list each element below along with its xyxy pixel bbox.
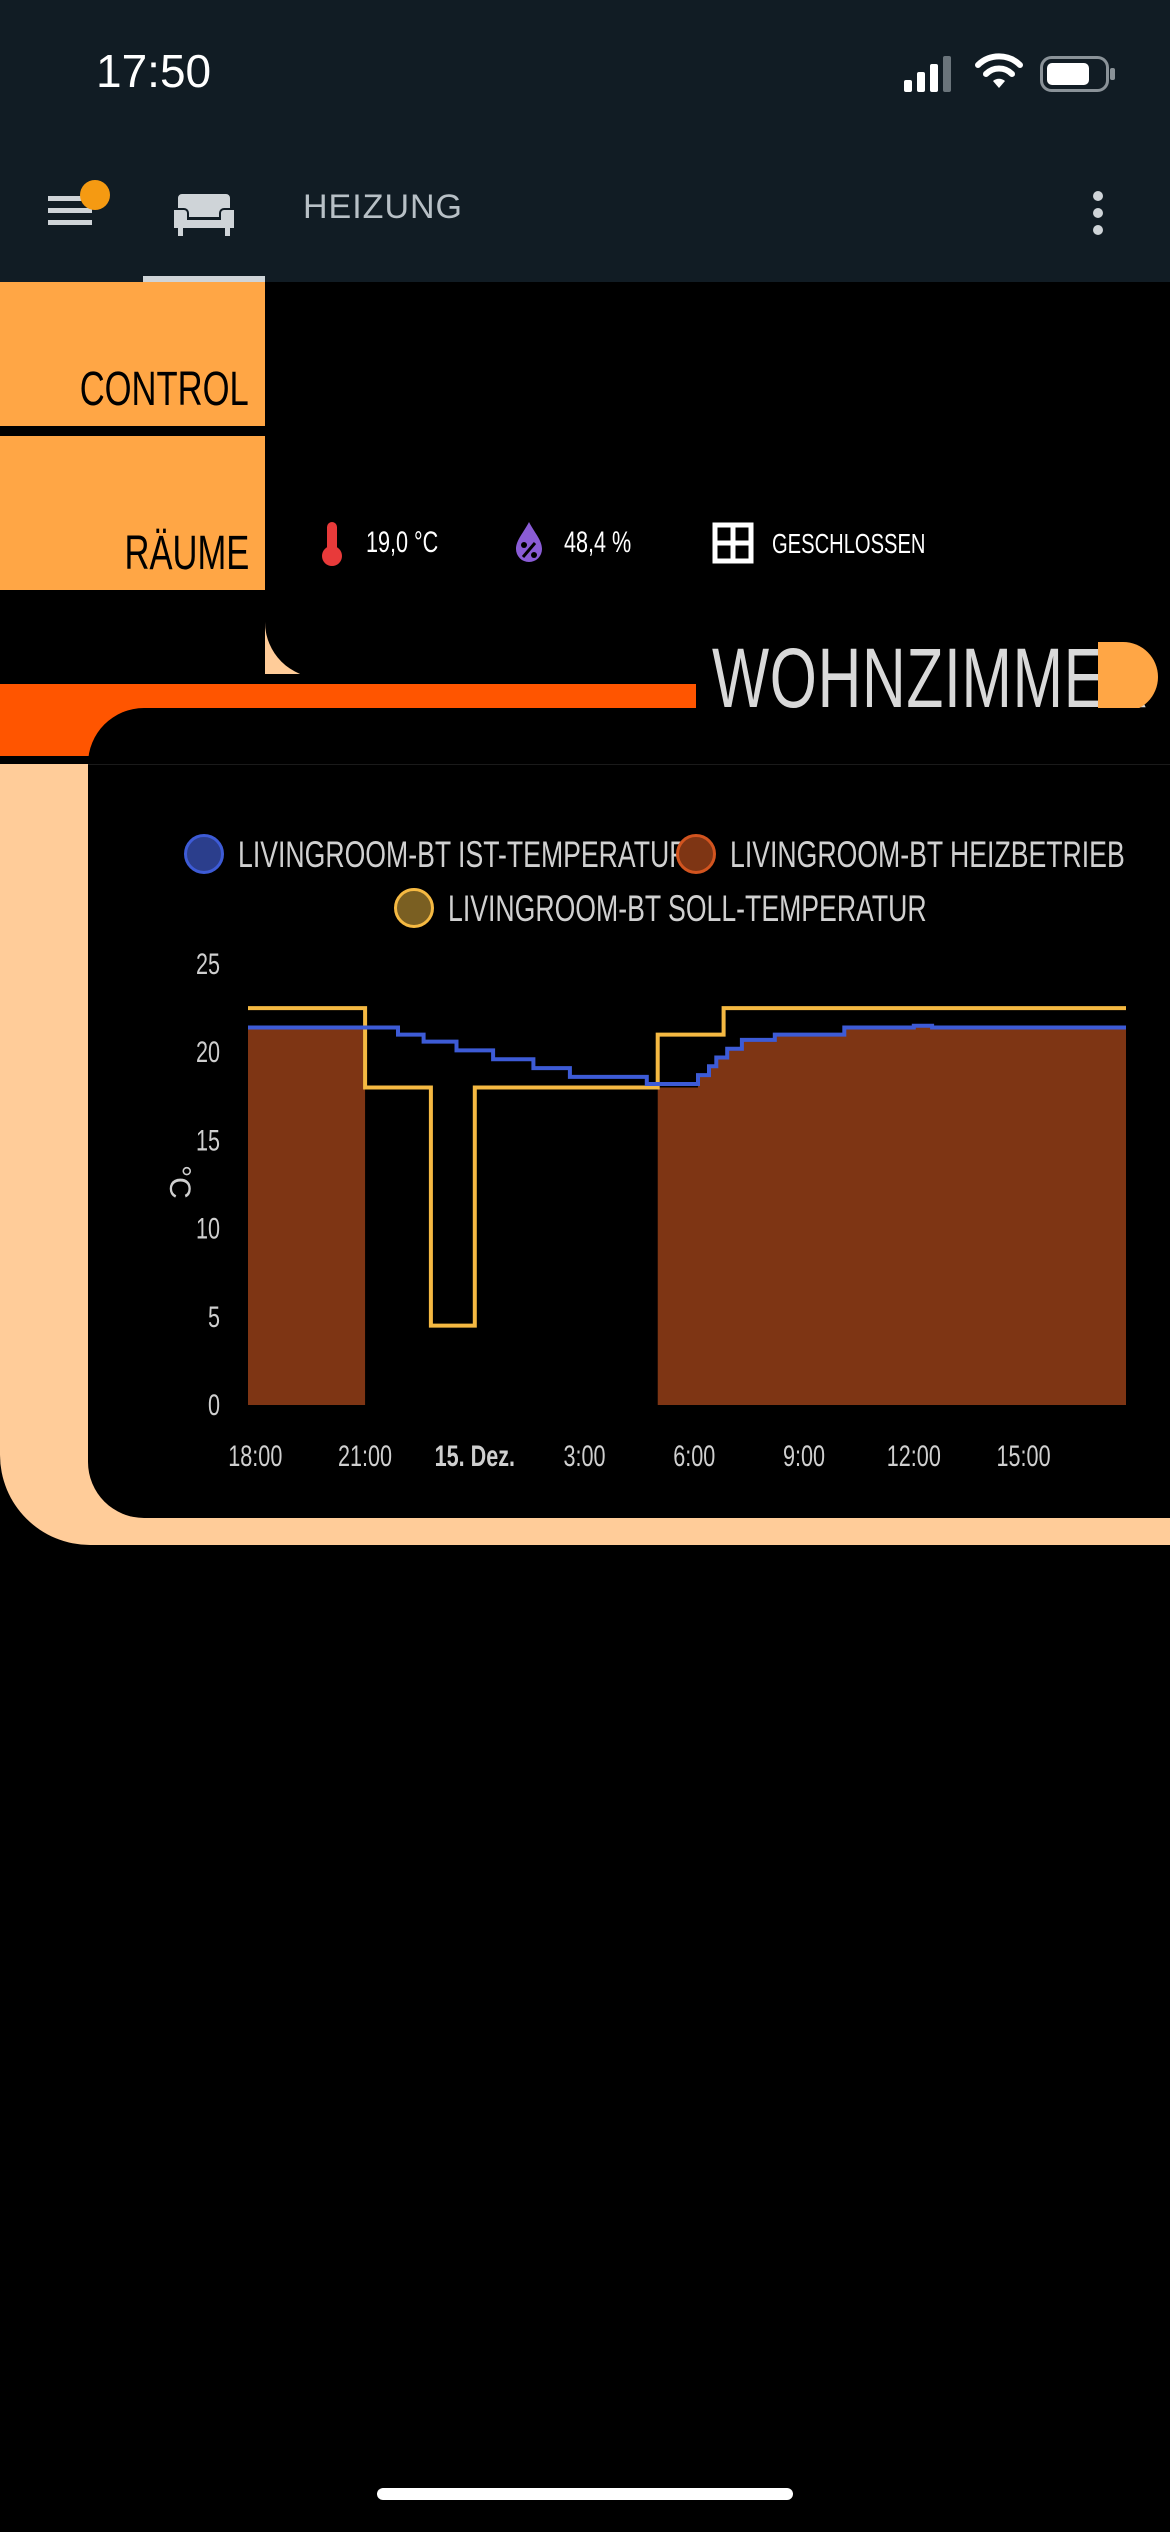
- temperature-value: 19,0 °C: [366, 526, 439, 559]
- x-tick-label: 21:00: [338, 1438, 392, 1472]
- hamburger-icon: [48, 196, 92, 225]
- menu-button[interactable]: [40, 180, 110, 250]
- y-tick-label: 20: [196, 1035, 220, 1069]
- more-vertical-icon: [1093, 191, 1103, 235]
- heating-area-block: [657, 1025, 1126, 1405]
- x-tick-label: 15. Dez.: [435, 1438, 515, 1472]
- legend-label-ist[interactable]: LIVINGROOM-BT IST-TEMPERATUR: [238, 834, 689, 875]
- rooms-label: RÄUME: [124, 527, 249, 580]
- room-title-cap: [1098, 642, 1158, 712]
- thermometer-icon: [322, 522, 342, 566]
- control-label: CONTROL: [80, 363, 249, 416]
- battery-icon: [1040, 56, 1115, 92]
- y-tick-label: 0: [208, 1387, 220, 1421]
- sofa-icon: [174, 194, 234, 236]
- water-percent-icon: [516, 522, 542, 562]
- y-tick-label: 25: [196, 946, 220, 980]
- tab-sofa[interactable]: [168, 180, 240, 246]
- x-axis: 18:00 21:00 15. Dez. 3:00 6:00 9:00 12:00 15:00: [228, 1438, 1050, 1472]
- status-time: 17:50: [96, 45, 212, 97]
- lcars-divider: [0, 674, 700, 684]
- app-header: [0, 0, 1170, 282]
- chart-lines-layer: [248, 1006, 1126, 1328]
- x-tick-label: 12:00: [887, 1438, 941, 1472]
- active-tab-indicator: [143, 276, 265, 282]
- legend-swatch-ist[interactable]: [184, 834, 224, 874]
- rooms-button[interactable]: RÄUME: [0, 436, 265, 590]
- ist-temperature-line: [248, 1023, 1126, 1086]
- control-button[interactable]: CONTROL: [0, 282, 265, 426]
- chart-area-layer: [248, 1025, 1126, 1405]
- tab-heizung[interactable]: HEIZUNG: [303, 188, 463, 226]
- x-tick-label: 6:00: [673, 1438, 715, 1472]
- home-indicator: [377, 2488, 793, 2500]
- panel-divider: [88, 764, 1170, 765]
- wifi-icon: [975, 53, 1023, 88]
- window-status: GESCHLOSSEN: [772, 528, 926, 559]
- legend-label-heizbetrieb[interactable]: LIVINGROOM-BT HEIZBETRIEB: [730, 834, 1125, 875]
- y-axis-label: °C: [163, 1165, 196, 1199]
- x-tick-label: 15:00: [997, 1438, 1051, 1472]
- legend-label-soll[interactable]: LIVINGROOM-BT SOLL-TEMPERATUR: [448, 888, 927, 929]
- soll-temperature-line: [248, 1006, 1126, 1328]
- legend-swatch-soll[interactable]: [394, 888, 434, 928]
- y-tick-label: 5: [208, 1299, 220, 1333]
- legend-swatch-heizbetrieb[interactable]: [676, 834, 716, 874]
- window-icon: [712, 522, 754, 564]
- cellular-signal-icon: [904, 56, 951, 92]
- y-tick-label: 10: [196, 1211, 220, 1245]
- more-options-button[interactable]: [1080, 180, 1116, 246]
- humidity-value: 48,4 %: [564, 526, 632, 559]
- heating-area-block: [248, 1025, 366, 1405]
- y-axis: 0 5 10 15 20 25: [196, 946, 220, 1421]
- notification-badge: [80, 180, 110, 210]
- x-tick-label: 18:00: [228, 1438, 282, 1472]
- temperature-chart: 0 5 10 15 20 25 18:00 21:00 15. Dez. 3:00 6:00 9:0…: [163, 946, 1126, 1473]
- y-tick-label: 15: [196, 1123, 220, 1157]
- x-tick-label: 9:00: [783, 1438, 825, 1472]
- x-tick-label: 3:00: [564, 1438, 606, 1472]
